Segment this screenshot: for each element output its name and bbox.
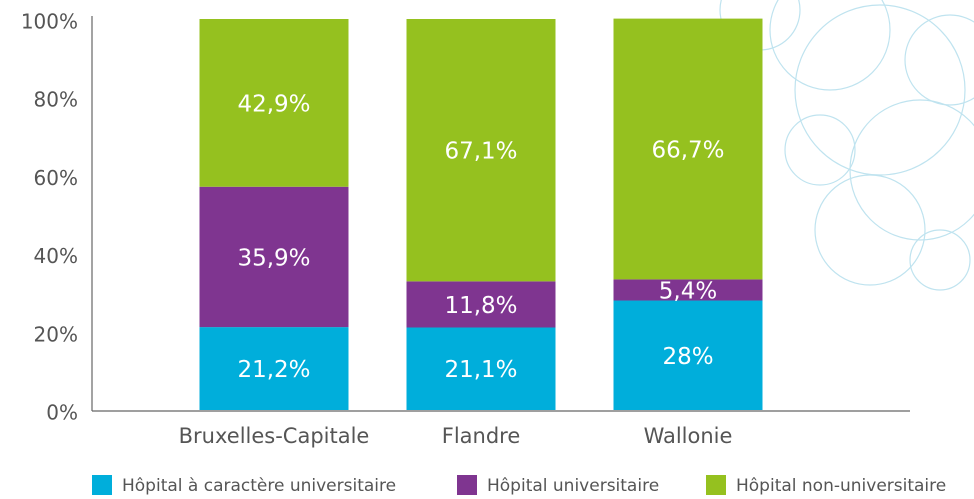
x-tick-label: Wallonie xyxy=(644,424,733,448)
x-tick-label: Flandre xyxy=(442,424,521,448)
data-label: 5,4% xyxy=(659,278,717,304)
legend-label: Hôpital non-universitaire xyxy=(736,476,946,496)
data-label: 66,7% xyxy=(651,138,724,164)
y-tick-label: 60% xyxy=(34,166,78,190)
y-tick-label: 80% xyxy=(34,88,78,112)
data-label: 42,9% xyxy=(237,91,310,117)
legend-label: Hôpital universitaire xyxy=(487,476,659,496)
data-label: 67,1% xyxy=(444,139,517,165)
data-label: 21,2% xyxy=(237,357,310,383)
legend-swatch xyxy=(457,475,477,495)
legend-swatch xyxy=(706,475,726,495)
x-tick-label: Bruxelles-Capitale xyxy=(179,424,370,448)
data-label: 35,9% xyxy=(237,245,310,271)
y-tick-label: 100% xyxy=(21,10,78,34)
y-tick-label: 0% xyxy=(46,401,78,425)
chart: 0% 20% 40% 60% 80% 100% Bruxelles-Capitale 21,2… xyxy=(0,0,974,499)
legend-label: Hôpital à caractère universitaire xyxy=(122,476,396,496)
data-label: 28% xyxy=(662,344,713,370)
legend-swatch xyxy=(92,475,112,495)
y-tick-label: 20% xyxy=(34,322,78,346)
data-label: 21,1% xyxy=(444,357,517,383)
data-label: 11,8% xyxy=(444,293,517,319)
y-tick-label: 40% xyxy=(34,244,78,268)
